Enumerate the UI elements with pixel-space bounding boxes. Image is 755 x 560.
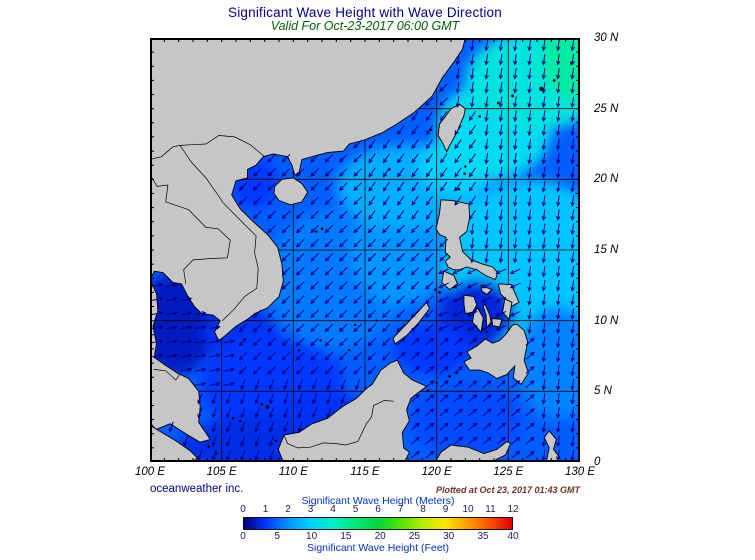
landmass-island [277,359,428,462]
colorbar-feet-tick: 25 [408,531,420,542]
small-island-dot [448,375,451,378]
colorbar-feet-tick: 0 [240,531,246,542]
longitude-axis: 100 E 105 E 110 E 115 E 120 E 125 E 130 E [0,466,755,482]
colorbar-meters-tick: 6 [375,504,381,515]
colorbar-feet-tick: 40 [507,531,519,542]
colorbar-meters-tick: 3 [307,504,314,515]
country-border [283,400,394,449]
lat-tick-label: 25 N [594,102,619,115]
credit-text: oceanweather inc. [150,483,244,495]
small-island-dot [320,227,324,231]
country-border [151,177,231,284]
small-island-dot [485,330,488,334]
lon-tick-label: 125 E [493,466,524,478]
small-island-dot [319,339,322,342]
small-island-dot [297,349,301,352]
colorbar-meters-ticks: 0 1 2 3 4 5 6 7 8 9 10 11 12 [240,504,518,516]
colorbar-meters-label: Significant Wave Height (Meters) [301,495,455,507]
lon-tick-label: 105 E [206,466,237,478]
colorbar-meters-tick: 0 [240,504,246,515]
landmass-island [491,318,503,328]
colorbar-feet-ticks: 0 5 10 15 20 25 30 35 40 [240,531,518,543]
lat-tick-label: 20 N [594,173,619,186]
colorbar-feet-tick: 30 [443,531,455,542]
colorbar-meters-tick: 10 [462,504,474,515]
chart-title: Significant Wave Height with Wave Direct… [228,5,502,20]
small-island-dot [463,172,466,175]
lon-tick-label: 130 E [564,466,596,478]
small-island-dot [274,439,278,443]
colorbar-feet-tick: 10 [306,531,318,542]
small-island-dot [315,230,318,233]
country-border [150,135,266,160]
small-island-dot [353,323,357,327]
colorbar-meters-tick: 11 [485,504,496,515]
lat-tick-label: 0 [594,456,601,468]
wave-height-region [393,323,474,375]
lat-tick-label: 10 N [594,314,619,327]
colorbar-feet-label: Significant Wave Height (Feet) [306,542,449,554]
landmass-island [463,294,478,315]
small-island-dot [552,79,556,82]
colorbar-meters-tick: 12 [507,504,519,515]
landmass-island [435,199,499,281]
small-island-dot [231,416,235,420]
small-island-dot [207,445,211,448]
landmass-island [463,323,529,385]
landmass-island [543,430,561,462]
country-border [179,145,259,321]
colorbar-gradient [243,517,513,530]
small-island-dot [511,94,514,98]
plotted-timestamp: Plotted at Oct 23, 2017 01:43 GMT [435,485,580,495]
small-island-dot [434,288,437,291]
chart-subtitle: Valid For Oct-23-2017 06:00 GMT [270,19,460,33]
small-island-dot [464,165,467,168]
landmass-island [502,298,513,321]
lon-tick-label: 115 E [350,466,380,478]
colorbar-meters-tick: 4 [330,504,336,515]
latitude-axis: 30 N 25 N 20 N 15 N 10 N 5 N 0 [586,0,636,560]
colorbar-feet-tick: 20 [374,531,386,542]
small-island-dot [478,115,482,118]
wave-height-map [150,38,580,462]
lat-tick-label: 15 N [594,244,619,256]
country-border [153,369,181,381]
colorbar-feet-tick: 5 [274,531,281,542]
landmass-island [434,440,512,462]
colorbar-feet-tick: 15 [340,531,352,542]
map-frame [150,38,580,462]
landmass-island [437,103,466,153]
small-island-dot [239,419,242,423]
colorbar-meters-tick: 8 [420,504,426,515]
lat-tick-label: 30 N [594,32,619,44]
colorbar-meters-tick: 7 [397,504,404,515]
small-island-dot [260,402,263,406]
small-island-dot [438,291,441,294]
map-plot-area [150,38,580,462]
landmass-island [150,424,198,462]
small-island-dot [348,349,351,352]
colorbar-meters-tick: 9 [442,504,449,515]
land-layer [150,38,573,462]
colorbar-feet-tick: 35 [477,531,489,542]
lat-tick-label: 5 N [594,385,612,398]
colorbar-meters-tick: 1 [262,504,269,515]
lon-tick-label: 120 E [421,466,452,478]
lon-tick-label: 100 E [134,466,166,478]
landmass-island [273,177,309,206]
wave-direction-arrows [151,39,575,462]
colorbar-meters-tick: 2 [285,504,291,515]
wave-height-region [541,38,580,102]
lon-tick-label: 110 E [278,466,308,478]
colorbar-meters-tick: 5 [352,504,359,515]
small-island-dot [375,319,378,322]
small-island-dot [265,405,270,409]
small-island-dot [435,381,439,385]
small-island-dot [426,389,430,392]
